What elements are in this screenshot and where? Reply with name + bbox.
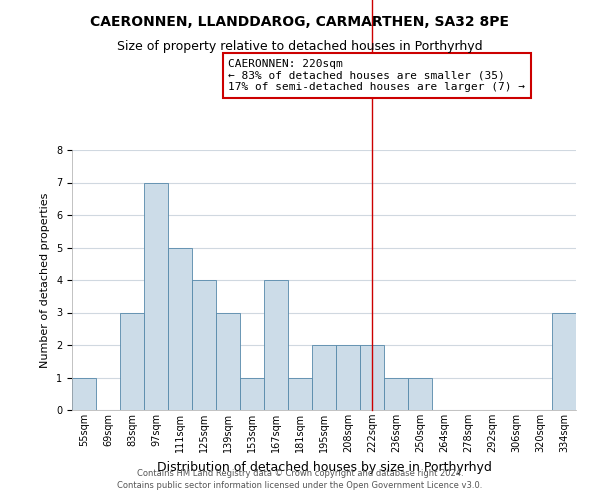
Bar <box>72 378 96 410</box>
Bar <box>552 312 576 410</box>
Bar <box>336 345 360 410</box>
X-axis label: Distribution of detached houses by size in Porthyrhyd: Distribution of detached houses by size … <box>157 460 491 473</box>
Text: CAERONNEN, LLANDDAROG, CARMARTHEN, SA32 8PE: CAERONNEN, LLANDDAROG, CARMARTHEN, SA32 … <box>91 15 509 29</box>
Bar <box>312 345 336 410</box>
Bar <box>144 182 168 410</box>
Bar <box>264 280 288 410</box>
Y-axis label: Number of detached properties: Number of detached properties <box>40 192 50 368</box>
Bar <box>120 312 144 410</box>
Bar <box>192 280 216 410</box>
Bar <box>288 378 312 410</box>
Bar <box>216 312 240 410</box>
Bar <box>168 248 192 410</box>
Text: CAERONNEN: 220sqm
← 83% of detached houses are smaller (35)
17% of semi-detached: CAERONNEN: 220sqm ← 83% of detached hous… <box>228 59 525 92</box>
Bar <box>408 378 432 410</box>
Bar <box>240 378 264 410</box>
Text: Size of property relative to detached houses in Porthyrhyd: Size of property relative to detached ho… <box>117 40 483 53</box>
Bar <box>360 345 384 410</box>
Bar <box>384 378 408 410</box>
Text: Contains HM Land Registry data © Crown copyright and database right 2024.
Contai: Contains HM Land Registry data © Crown c… <box>118 468 482 490</box>
